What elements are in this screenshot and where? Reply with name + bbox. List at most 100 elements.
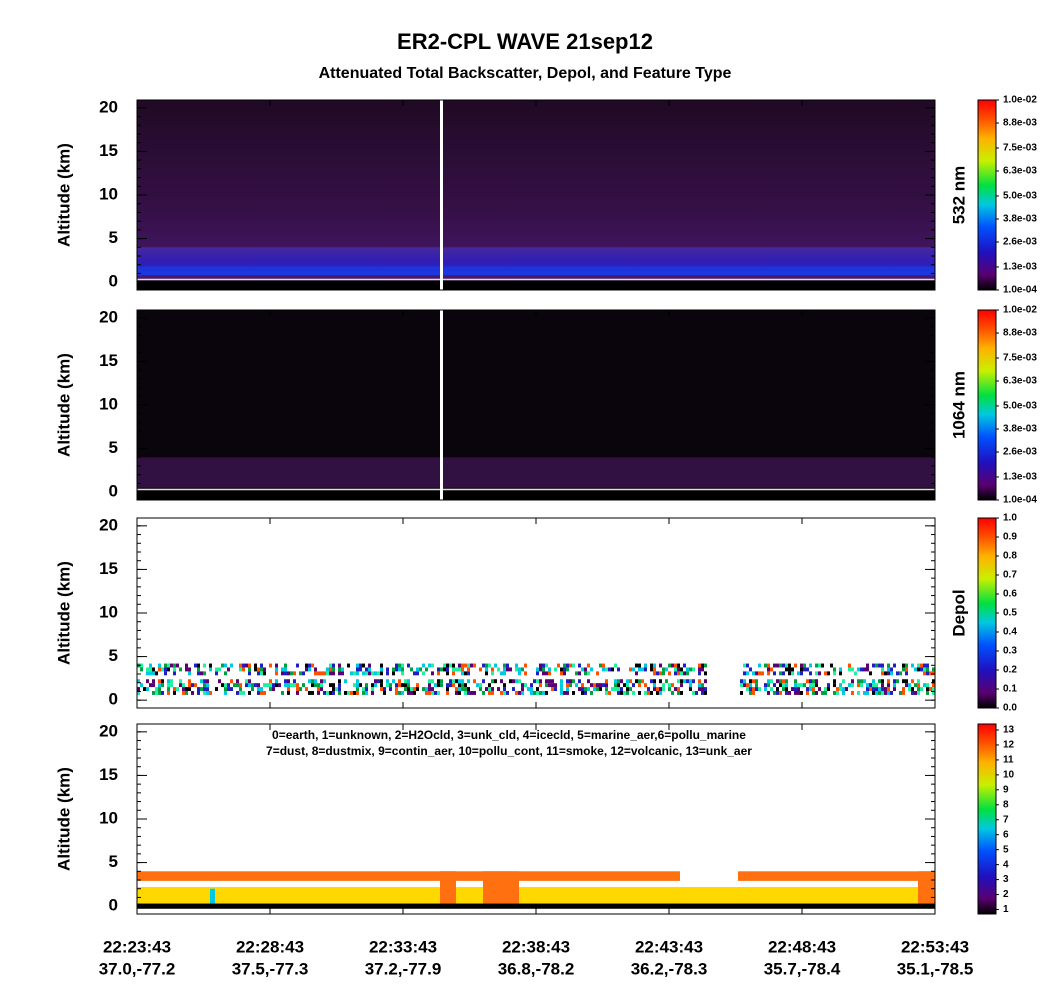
depol-pixel (674, 671, 677, 676)
depol-pixel (659, 663, 662, 668)
depol-pixel (881, 679, 884, 684)
depol-pixel (440, 667, 443, 672)
depol-pixel (776, 687, 779, 692)
ground (137, 903, 935, 909)
depol-pixel (512, 679, 515, 684)
depol-pixel (314, 679, 317, 684)
depol-pixel (599, 683, 602, 688)
depol-pixel (752, 679, 755, 684)
depol-pixel (851, 683, 854, 688)
x-tick-label: 22:23:43 (103, 937, 171, 956)
depol-pixel (248, 671, 251, 676)
depol-pixel (629, 679, 632, 684)
depol-pixel (653, 683, 656, 688)
depol-pixel (659, 679, 662, 684)
depol-pixel (185, 667, 188, 672)
depol-pixel (158, 687, 161, 692)
depol-pixel (566, 679, 569, 684)
depol-pixel (263, 671, 266, 676)
depol-pixel (308, 679, 311, 684)
depol-pixel (842, 687, 845, 692)
depol-pixel (167, 663, 170, 668)
colorbar-tick-label: 0.3 (1003, 646, 1017, 657)
depol-pixel (365, 683, 368, 688)
depol-pixel (143, 687, 146, 692)
depol-pixel (176, 663, 179, 668)
depol-pixel (332, 667, 335, 672)
depol-pixel (575, 671, 578, 676)
depol-pixel (860, 667, 863, 672)
colorbar-tick-label: 8.8e-03 (1003, 328, 1037, 339)
depol-pixel (275, 663, 278, 668)
depol-pixel (920, 687, 923, 692)
depol-pixel (452, 679, 455, 684)
depol-pixel (836, 687, 839, 692)
depol-pixel (368, 663, 371, 668)
depol-pixel (578, 663, 581, 668)
depol-pixel (242, 667, 245, 672)
depol-pixel (662, 667, 665, 672)
depol-pixel (398, 667, 401, 672)
depol-pixel (140, 683, 143, 688)
depol-pixel (659, 671, 662, 676)
depol-pixel (188, 667, 191, 672)
depol-pixel (533, 691, 536, 695)
depol-pixel (368, 667, 371, 672)
colorbar-tick-label: 1.0 (1003, 513, 1017, 524)
depol-pixel (227, 667, 230, 672)
depol-pixel (464, 691, 467, 695)
depol-pixel (197, 691, 200, 695)
depol-pixel (443, 667, 446, 672)
colorbar-tick-label: 5.0e-03 (1003, 401, 1037, 412)
depol-pixel (767, 691, 770, 695)
depol-pixel (338, 679, 341, 684)
depol-pixel (380, 667, 383, 672)
depol-pixel (254, 683, 257, 688)
depol-pixel (203, 671, 206, 676)
depol-pixel (749, 679, 752, 684)
depol-pixel (932, 691, 935, 695)
depol-pixel (680, 667, 683, 672)
feature-layer (483, 871, 519, 904)
depol-pixel (554, 683, 557, 688)
depol-pixel (332, 671, 335, 676)
depol-pixel (524, 663, 527, 668)
depol-pixel (485, 671, 488, 676)
depol-pixel (416, 683, 419, 688)
depol-pixel (467, 687, 470, 692)
depol-pixel (644, 691, 647, 695)
depol-pixel (515, 679, 518, 684)
colorbar-tick-label: 0.2 (1003, 665, 1017, 676)
depol-pixel (305, 667, 308, 672)
depol-pixel (794, 683, 797, 688)
colorbar-tick-label: 1.3e-03 (1003, 472, 1037, 483)
depol-pixel (650, 667, 653, 672)
colorbar-tick-label: 8.8e-03 (1003, 118, 1037, 129)
depol-pixel (284, 671, 287, 676)
depol-pixel (437, 679, 440, 684)
depol-pixel (413, 691, 416, 695)
depol-pixel (659, 691, 662, 695)
depol-pixel (539, 683, 542, 688)
depol-pixel (608, 691, 611, 695)
depol-pixel (551, 683, 554, 688)
depol-pixel (629, 667, 632, 672)
depol-pixel (479, 683, 482, 688)
depol-pixel (437, 691, 440, 695)
depol-pixel (329, 667, 332, 672)
depol-pixel (155, 691, 158, 695)
depol-pixel (560, 691, 563, 695)
depol-pixel (671, 683, 674, 688)
depol-pixel (395, 683, 398, 688)
depol-pixel (872, 663, 875, 668)
depol-pixel (782, 683, 785, 688)
depol-pixel (866, 683, 869, 688)
y-tick-label: 20 (99, 307, 118, 326)
x-tick-label: 37.5,-77.3 (232, 959, 309, 978)
depol-pixel (932, 683, 935, 688)
depol-pixel (515, 667, 518, 672)
depol-pixel (698, 667, 701, 672)
depol-pixel (137, 679, 140, 684)
depol-pixel (467, 667, 470, 672)
depol-pixel (425, 687, 428, 692)
